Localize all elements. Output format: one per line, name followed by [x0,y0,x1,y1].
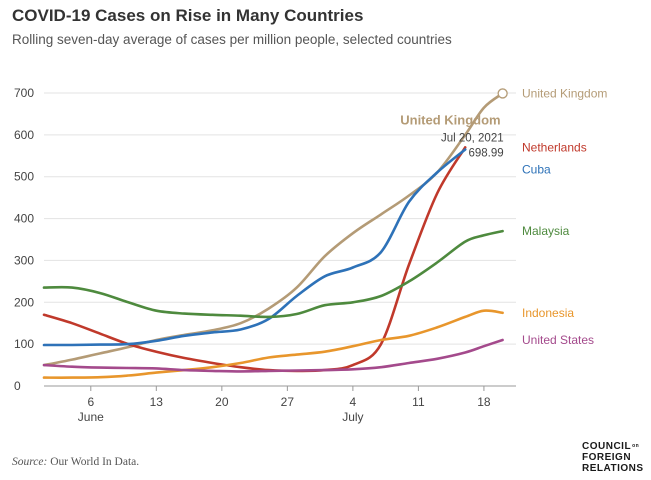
x-tick-label: 20 [215,395,229,409]
series-line-indonesia [42,309,504,379]
series-line-netherlands [42,146,467,373]
y-tick-label: 400 [14,212,34,226]
y-tick-label: 0 [14,379,21,393]
y-tick-label: 600 [14,128,34,142]
x-month-label: June [78,410,104,424]
cfr-logo: COUNCILon FOREIGN RELATIONS [582,441,644,474]
series-line-malaysia [42,229,504,319]
series-label-cuba: Cuba [522,162,551,176]
series-line-united-kingdom [42,92,504,367]
series-label-united-states: United States [522,333,594,347]
y-tick-label: 500 [14,170,34,184]
x-tick-label: 4 [350,395,357,409]
annotation-title: United Kingdom [400,112,500,127]
series-line-cuba [42,148,467,347]
source-note: Source: Our World In Data. [12,456,139,468]
x-tick-label: 13 [150,395,164,409]
x-tick-label: 11 [412,395,425,409]
series-label-united-kingdom: United Kingdom [522,86,607,100]
annotation-value: 698.99 [468,147,503,159]
x-tick-label: 6 [87,395,94,409]
x-tick-label: 18 [477,395,491,409]
series-label-indonesia: Indonesia [522,306,574,320]
y-tick-label: 100 [14,337,34,351]
series-label-netherlands: Netherlands [522,140,587,154]
y-tick-label: 300 [14,253,34,267]
logo-line-2: FOREIGN [582,452,632,463]
logo-line-1: COUNCIL [582,441,632,452]
source-label: Source: [12,456,48,468]
y-tick-label: 700 [14,86,34,100]
series-line-united-states [42,338,504,373]
annotation-date: Jul 20, 2021 [441,132,504,144]
logo-line-3: RELATIONS [582,463,644,474]
logo-line-1-sup: on [632,443,640,449]
x-tick-label: 27 [281,395,295,409]
series-label-malaysia: Malaysia [522,224,570,238]
chart-title: COVID-19 Cases on Rise in Many Countries [12,6,364,25]
annotation-marker [497,88,508,99]
x-month-label: July [342,410,363,424]
chart-subtitle: Rolling seven-day average of cases per m… [12,32,452,47]
source-text: Our World In Data. [50,456,140,468]
y-tick-label: 200 [14,295,34,309]
